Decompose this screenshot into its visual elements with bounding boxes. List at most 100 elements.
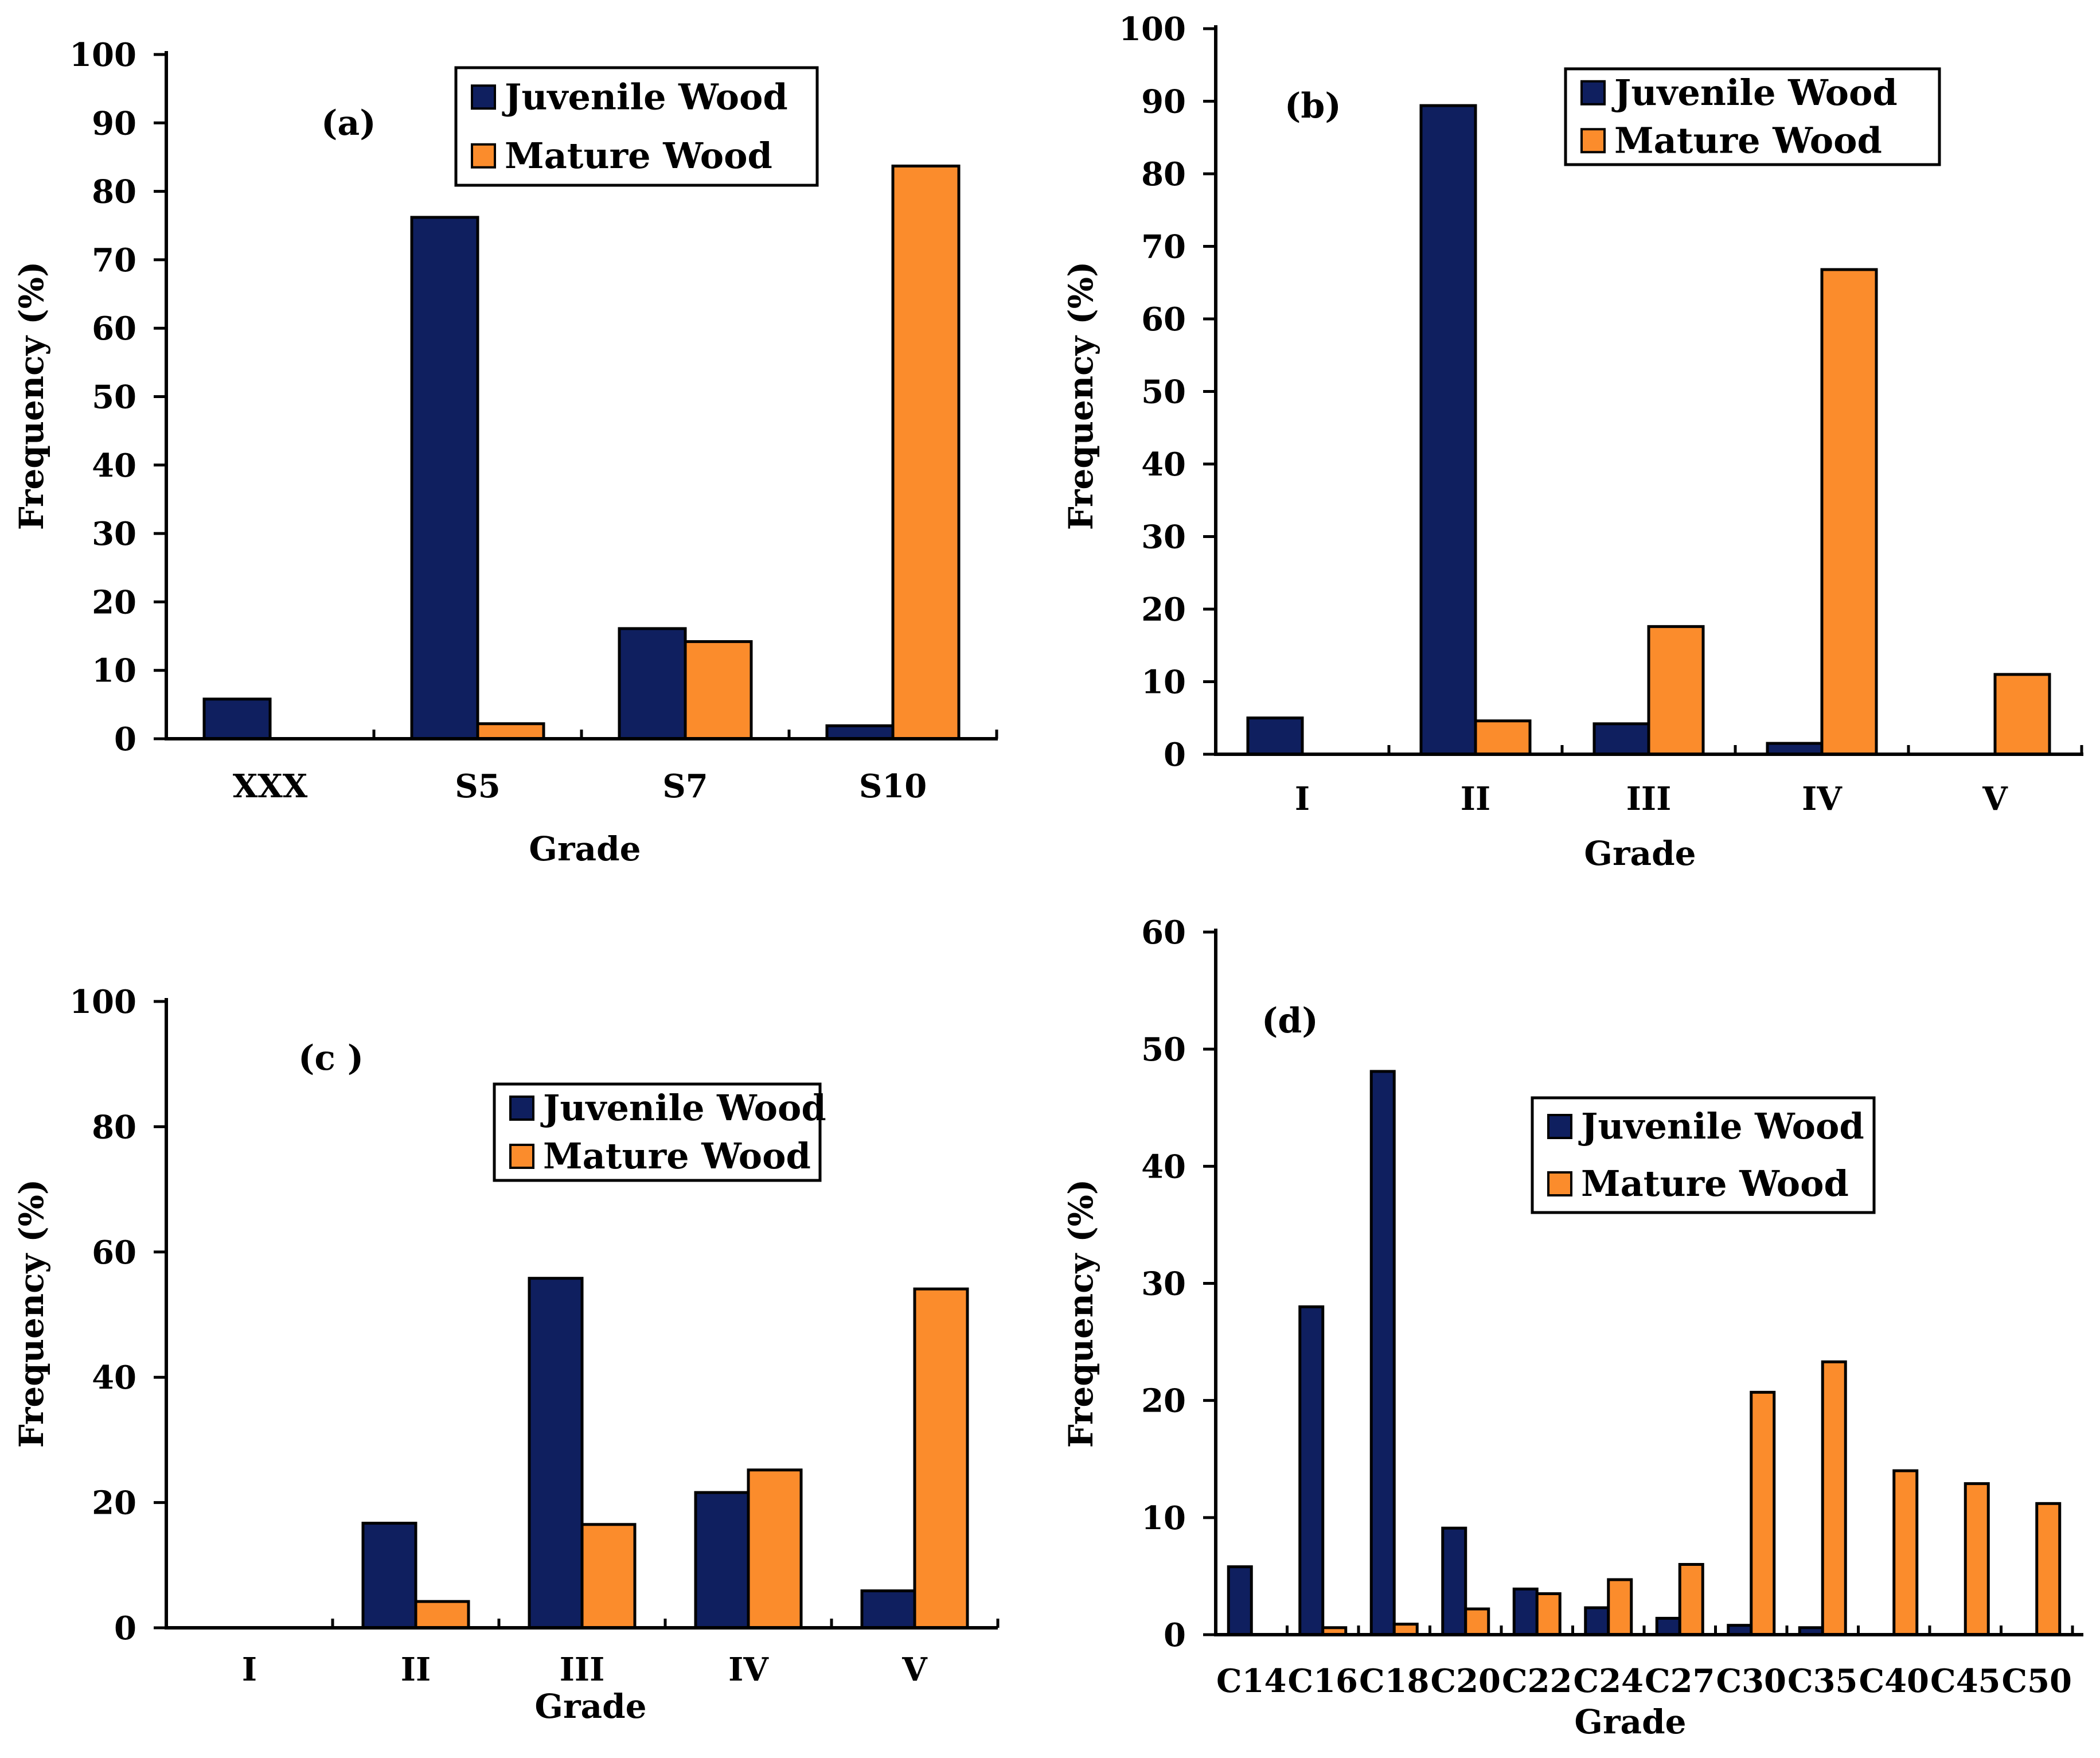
y-tick-label-a-20: 20 [92,583,136,621]
panel-label-c: (c ) [298,1038,364,1078]
x-tick-label-b-ii: II [1461,780,1490,818]
legend-c: Juvenile Wood Mature Wood [493,1082,826,1182]
legend-box-c [493,1082,822,1182]
x-axis-title-d: Grade [1574,1702,1686,1741]
legend-label-d-juvenile: Juvenile Wood [1578,1105,1864,1147]
x-axis-title-c: Grade [534,1687,646,1726]
legend-a: Juvenile Wood Mature Wood [454,66,819,187]
legend-swatch-a-mature [471,143,496,169]
bar-d-juvenile-c18 [1369,1070,1396,1636]
panel-label-a: (a) [321,103,376,143]
y-axis-title-c: Frequency (%) [12,1179,51,1448]
bar-a-juvenile-s7 [618,627,687,740]
bar-b-juvenile-i [1246,716,1304,756]
legend-swatch-a-juvenile [471,84,496,110]
bar-d-juvenile-c16 [1298,1305,1325,1636]
x-tick-label-d-c30: C30 [1716,1662,1787,1700]
bar-d-mature-c35 [1821,1360,1847,1636]
x-axis-title-b: Grade [1584,834,1696,873]
bar-b-mature-iii [1647,625,1705,756]
x-axis-title-a: Grade [529,829,641,868]
panel-label-b: (b) [1285,86,1341,126]
y-tick-label-a-100: 100 [69,36,136,74]
bar-c-mature-v [913,1287,969,1630]
x-tick-label-b-iv: IV [1802,780,1843,818]
bar-d-juvenile-c22 [1512,1587,1539,1636]
legend-box-b [1564,67,1941,166]
y-tick-label-a-70: 70 [92,241,136,279]
y-tick-label-b-20: 20 [1141,591,1186,629]
x-tick-label-b-iii: III [1626,780,1672,818]
y-tick-label-a-40: 40 [92,447,136,485]
bar-b-juvenile-ii [1419,104,1477,756]
y-tick-label-a-50: 50 [92,379,136,416]
x-tick-label-b-v: V [1982,780,2008,818]
bar-d-juvenile-c20 [1441,1526,1467,1636]
bar-d-juvenile-c14 [1227,1565,1253,1636]
legend-label-a-mature: Mature Wood [505,135,772,177]
y-tick-label-c-80: 80 [92,1108,136,1146]
bar-c-juvenile-iii [528,1277,584,1630]
y-tick-label-c-100: 100 [69,983,136,1021]
y-tick-label-d-0: 0 [1164,1616,1186,1654]
x-tick-label-c-iii: III [560,1651,605,1689]
y-tick-label-a-10: 10 [92,652,136,690]
legend-swatch-b-mature [1580,128,1606,154]
y-tick-label-d-50: 50 [1141,1031,1186,1069]
bar-d-mature-c20 [1464,1607,1490,1636]
y-tick-label-c-0: 0 [114,1609,136,1647]
y-tick-label-b-70: 70 [1141,228,1186,266]
bar-b-mature-iv [1820,268,1878,756]
y-tick-label-d-10: 10 [1141,1499,1186,1537]
y-tick-label-d-30: 30 [1141,1265,1186,1303]
bar-c-juvenile-ii [361,1522,417,1630]
x-tick-label-c-iv: IV [728,1651,769,1689]
x-tick-label-b-i: I [1295,780,1310,818]
y-axis-title-a: Frequency (%) [12,262,51,531]
legend-box-d [1531,1096,1876,1214]
y-tick-label-c-20: 20 [92,1484,136,1522]
bar-c-mature-iii [580,1523,637,1630]
y-tick-label-c-60: 60 [92,1234,136,1272]
bar-d-mature-c45 [1964,1482,1990,1636]
legend-label-a-juvenile: Juvenile Wood [502,76,788,118]
bar-d-juvenile-c27 [1655,1616,1681,1636]
legend-swatch-c-juvenile [509,1096,534,1121]
x-tick-label-d-c22: C22 [1502,1662,1572,1700]
y-tick-label-b-30: 30 [1141,519,1186,556]
y-tick-label-b-60: 60 [1141,301,1186,338]
y-tick-label-a-30: 30 [92,515,136,553]
x-tick-label-d-c20: C20 [1431,1662,1501,1700]
bar-d-mature-c27 [1678,1563,1704,1636]
x-tick-label-d-c18: C18 [1359,1662,1430,1700]
x-tick-label-a-xxx: XXX [233,767,308,805]
x-tick-label-a-s10: S10 [859,767,927,805]
legend-label-b-juvenile: Juvenile Wood [1611,72,1898,114]
y-tick-label-a-90: 90 [92,104,136,142]
chart-panel-a: 0 10 20 30 40 50 60 70 80 90 100 XXX S5 S7 S10 Grade Fre… [12,36,998,868]
legend-label-b-mature: Mature Wood [1614,119,1882,161]
legend-label-c-juvenile: Juvenile Wood [540,1087,826,1129]
bar-a-juvenile-xxx [202,697,272,740]
bar-a-juvenile-s5 [410,216,479,740]
bar-d-mature-c22 [1535,1592,1562,1636]
y-tick-label-a-0: 0 [114,720,136,758]
x-tick-label-d-c50: C50 [2002,1662,2072,1700]
bar-d-mature-c24 [1607,1578,1633,1636]
bar-d-mature-c40 [1892,1469,1919,1636]
legend-swatch-c-mature [509,1144,534,1169]
legend-swatch-d-mature [1547,1171,1572,1196]
legend-box-a [454,66,819,187]
bar-b-juvenile-iii [1592,722,1650,756]
x-tick-label-d-c14: C14 [1216,1662,1287,1700]
bar-b-mature-v [1993,673,2051,756]
legend-label-d-mature: Mature Wood [1581,1163,1849,1205]
bar-a-juvenile-s10 [825,724,895,740]
y-tick-label-a-60: 60 [92,310,136,348]
y-axis-title-b: Frequency (%) [1061,262,1100,531]
x-tick-label-d-c35: C35 [1787,1662,1858,1700]
x-tick-label-a-s5: S5 [455,767,500,805]
